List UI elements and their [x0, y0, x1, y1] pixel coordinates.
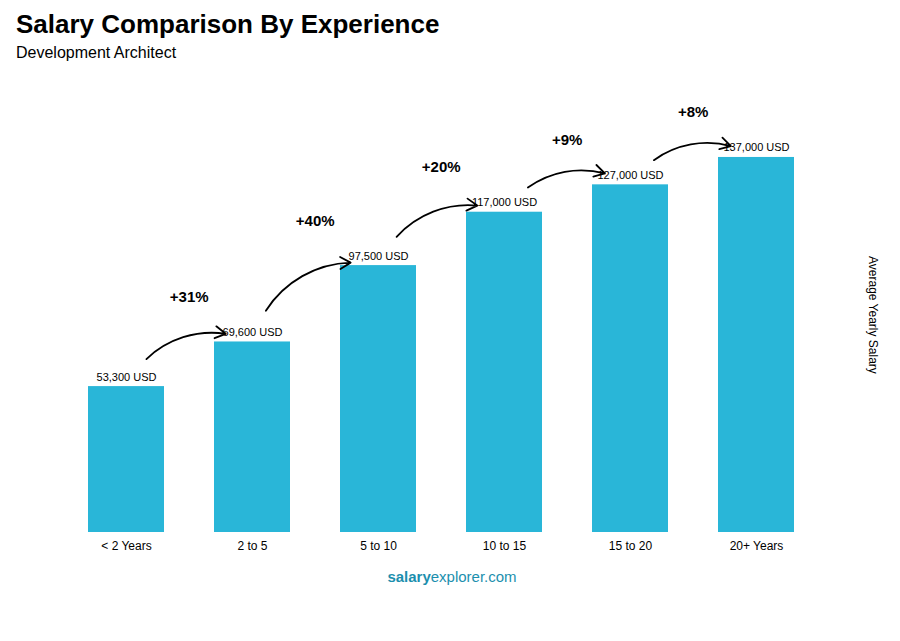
- html-text:Development Architect: Development Architect: [16, 44, 177, 61]
- svg-text:+31%: +31%: [170, 288, 209, 305]
- svg-text:+9%: +9%: [552, 131, 582, 148]
- svg-text:+20%: +20%: [422, 158, 461, 175]
- svg-text:53,300 USD: 53,300 USD: [97, 371, 157, 383]
- html-text:salary explorer.com: salary explorer.com: [387, 568, 517, 585]
- svg-text:20+ Years: 20+ Years: [730, 539, 784, 553]
- svg-text:69,600 USD: 69,600 USD: [223, 326, 283, 338]
- svg-text:15 to 20: 15 to 20: [609, 539, 653, 553]
- svg-text:137,000 USD: 137,000 USD: [723, 141, 789, 153]
- svg-text:127,000 USD: 127,000 USD: [597, 169, 663, 181]
- svg-text:10 to 15: 10 to 15: [483, 539, 527, 553]
- svg-text:+8%: +8%: [678, 103, 708, 120]
- svg-text:2 to 5: 2 to 5: [237, 539, 267, 553]
- svg-text:5 to 10: 5 to 10: [360, 539, 397, 553]
- svg-text:< 2 Years: < 2 Years: [101, 539, 151, 553]
- html-text:Salary Comparison By Experienc: Salary Comparison By Experience: [16, 9, 440, 39]
- svg-text:97,500 USD: 97,500 USD: [349, 250, 409, 262]
- svg-text:117,000 USD: 117,000 USD: [472, 196, 537, 208]
- svg-text:+40%: +40%: [296, 212, 335, 229]
- html-text:Average Yearly Salary: Average Yearly Salary: [866, 256, 880, 374]
